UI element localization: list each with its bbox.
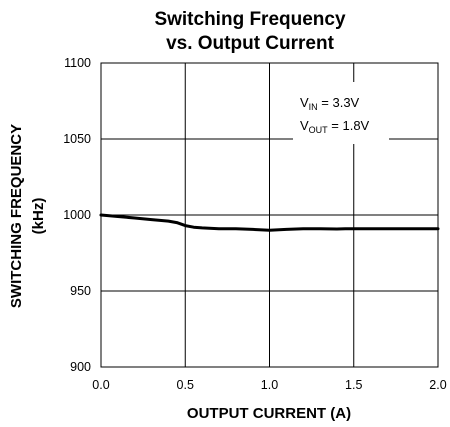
chart-title: Switching Frequency — [154, 9, 346, 30]
annotation-vout-subscript: OUT — [309, 125, 329, 135]
condition-annotation: VIN = 3.3V VOUT = 1.8V — [293, 82, 389, 144]
y-tick-label: 1100 — [64, 56, 91, 70]
annotation-vin-subscript: IN — [309, 102, 318, 112]
y-tick-label: 1050 — [63, 132, 91, 146]
annotation-vout-value: = 1.8V — [328, 118, 370, 133]
y-tick-label: 900 — [70, 360, 91, 374]
x-tick-label: 1.0 — [261, 378, 278, 392]
y-tick-label: 1000 — [63, 208, 91, 222]
annotation-background — [293, 82, 389, 144]
y-axis-label-line2: (kHz) — [30, 198, 47, 235]
x-tick-label: 1.5 — [345, 378, 362, 392]
tick-labels: 0.0 0.5 1.0 1.5 2.0 900 950 1000 1050 1100 — [63, 56, 447, 392]
chart-subtitle: vs. Output Current — [166, 33, 335, 54]
annotation-vin-symbol: V — [300, 95, 309, 110]
y-tick-label: 950 — [70, 284, 91, 298]
series-line — [99, 213, 440, 232]
annotation-vout-symbol: V — [300, 118, 309, 133]
annotation-vout: VOUT = 1.8V — [300, 118, 370, 135]
y-axis-label-line1: SWITCHING FREQUENCY — [8, 124, 25, 308]
x-tick-label: 0.5 — [177, 378, 194, 392]
x-tick-label: 0.0 — [92, 378, 109, 392]
annotation-vin: VIN = 3.3V — [300, 95, 360, 112]
x-axis-label: OUTPUT CURRENT (A) — [187, 405, 351, 422]
x-tick-label: 2.0 — [429, 378, 446, 392]
annotation-vin-value: = 3.3V — [318, 95, 360, 110]
